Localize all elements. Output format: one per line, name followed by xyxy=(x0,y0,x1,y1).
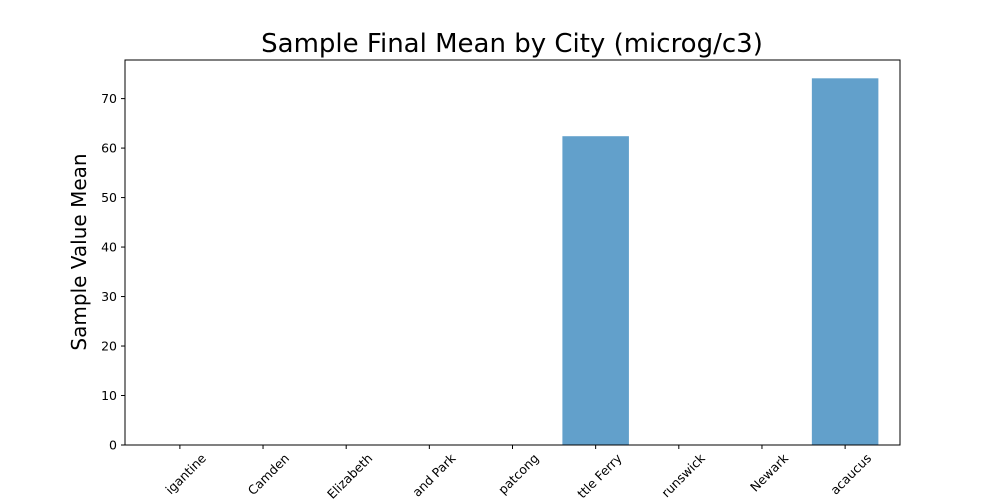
y-axis-label: Sample Value Mean xyxy=(67,153,91,350)
x-tick-label: patcong xyxy=(495,451,542,498)
y-tick-label: 50 xyxy=(101,190,117,205)
x-axis-ticks: igantine Camden Elizabeth and Park patcong tt… xyxy=(162,445,874,500)
y-tick-label: 60 xyxy=(101,141,117,156)
x-tick-label: Newark xyxy=(747,450,792,495)
x-tick-label: igantine xyxy=(162,450,209,497)
y-tick-label: 30 xyxy=(101,289,117,304)
bars-group xyxy=(562,78,879,446)
y-tick-label: 10 xyxy=(101,388,117,403)
chart-title: Sample Final Mean by City (microg/c3) xyxy=(261,29,763,59)
x-tick-label: and Park xyxy=(409,450,459,500)
x-tick-label: Camden xyxy=(245,451,292,498)
x-tick-label: ttle Ferry xyxy=(574,450,625,500)
bar-little-ferry xyxy=(562,136,629,445)
y-tick-label: 0 xyxy=(109,438,117,453)
x-tick-label: Elizabeth xyxy=(324,451,375,500)
y-tick-label: 70 xyxy=(101,91,117,106)
y-axis-ticks: 0 10 20 30 40 50 60 70 xyxy=(101,91,125,453)
y-tick-label: 40 xyxy=(101,240,117,255)
plot-area-frame xyxy=(124,59,901,446)
y-tick-label: 20 xyxy=(101,339,117,354)
x-tick-label: runswick xyxy=(658,450,708,500)
x-tick-label: acaucus xyxy=(827,451,874,498)
bar-secaucus xyxy=(811,78,879,446)
